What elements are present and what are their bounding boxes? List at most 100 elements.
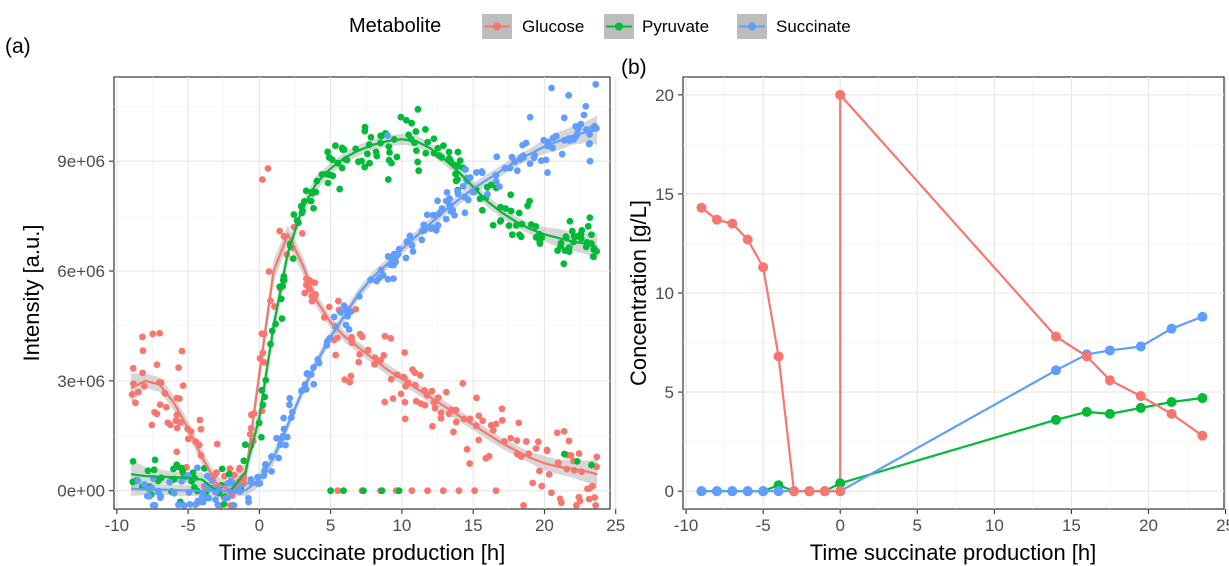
data-point-pyruvate: [340, 146, 348, 153]
data-point-glucose: [452, 418, 460, 426]
data-point-glucose: [148, 421, 156, 429]
data-point-succinate: [544, 169, 551, 176]
data-point-succinate: [390, 275, 397, 283]
data-point-pyruvate: [302, 187, 310, 195]
data-point-succinate: [582, 102, 590, 110]
data-point-glucose: [260, 359, 268, 366]
data-point-pyruvate: [150, 466, 158, 474]
data-point-succinate: [429, 211, 437, 219]
data-point-succinate: [376, 274, 383, 282]
data-point-glucose: [341, 376, 349, 384]
data-point-glucose: [593, 453, 601, 461]
x-tick-label: 15: [1062, 516, 1081, 535]
data-point-glucose: [408, 487, 416, 495]
data-point-glucose: [529, 479, 537, 487]
data-point-glucose: [696, 202, 707, 213]
data-point-pyruvate: [456, 157, 464, 164]
data-point-pyruvate: [241, 441, 249, 449]
data-point-pyruvate: [240, 457, 248, 465]
data-point-pyruvate: [1135, 402, 1146, 413]
data-point-succinate: [286, 394, 294, 402]
data-point-glucose: [819, 486, 830, 497]
data-point-glucose: [520, 501, 527, 509]
data-point-succinate: [540, 136, 548, 144]
data-point-glucose: [381, 332, 389, 340]
data-point-glucose: [334, 297, 342, 305]
y-axis-title: Intensity [a.u.]: [19, 225, 44, 362]
x-tick-label: 0: [835, 516, 844, 535]
data-point-glucose: [276, 227, 284, 235]
y-tick-label: 0: [665, 482, 674, 501]
data-point-succinate: [275, 454, 282, 462]
data-point-succinate: [402, 254, 410, 262]
data-point-glucose: [463, 445, 471, 453]
data-point-pyruvate: [340, 487, 347, 495]
data-point-succinate: [408, 241, 416, 249]
data-point-glucose: [515, 419, 523, 427]
data-point-glucose: [536, 467, 543, 475]
data-point-succinate: [513, 167, 521, 175]
data-point-glucose: [424, 487, 431, 495]
data-point-succinate: [526, 160, 534, 167]
data-point-glucose: [178, 347, 186, 355]
data-point-glucose: [588, 482, 596, 490]
x-tick-label: 5: [326, 516, 335, 535]
data-point-succinate: [203, 472, 211, 480]
x-tick-label: -5: [756, 516, 771, 535]
data-point-glucose: [498, 416, 506, 424]
data-point-pyruvate: [507, 207, 515, 215]
data-point-succinate: [586, 157, 594, 165]
data-point-glucose: [487, 421, 495, 429]
legend-key-marker: [493, 22, 501, 31]
data-point-glucose: [507, 434, 515, 442]
x-tick-label: 10: [392, 516, 411, 535]
data-point-pyruvate: [415, 167, 423, 175]
data-point-succinate: [519, 141, 527, 149]
data-point-pyruvate: [434, 144, 442, 152]
data-point-pyruvate: [586, 214, 594, 222]
data-point-succinate: [1104, 345, 1115, 356]
data-point-succinate: [580, 111, 588, 119]
panel-tag-b: (b): [621, 56, 647, 79]
data-point-succinate: [565, 91, 573, 99]
data-point-glucose: [153, 361, 161, 369]
data-point-pyruvate: [412, 128, 420, 135]
data-point-succinate: [585, 140, 593, 148]
data-point-glucose: [389, 395, 397, 402]
data-point-glucose: [397, 390, 405, 398]
data-point-glucose: [173, 448, 181, 456]
data-point-glucose: [788, 486, 799, 497]
data-point-pyruvate: [366, 159, 373, 167]
data-point-glucose: [213, 440, 221, 448]
data-point-glucose: [302, 281, 310, 289]
data-point-pyruvate: [515, 209, 523, 217]
data-point-succinate: [526, 113, 534, 121]
data-point-succinate: [199, 498, 207, 506]
x-tick-label: 20: [1139, 516, 1158, 535]
data-point-glucose: [835, 89, 846, 100]
y-tick-label: 9e+06: [57, 152, 105, 171]
data-point-glucose: [428, 387, 436, 395]
data-point-succinate: [549, 134, 557, 142]
data-point-glucose: [334, 487, 342, 495]
data-point-glucose: [347, 372, 355, 380]
data-point-succinate: [390, 261, 398, 269]
data-point-succinate: [175, 501, 182, 509]
data-point-glucose: [387, 375, 395, 383]
data-point-succinate: [337, 308, 344, 316]
data-point-succinate: [310, 380, 318, 388]
data-point-succinate: [146, 492, 153, 500]
data-point-succinate: [214, 501, 222, 509]
data-point-succinate: [461, 209, 469, 217]
x-tick-label: 0: [255, 516, 264, 535]
data-point-glucose: [325, 303, 333, 311]
data-point-glucose: [139, 369, 146, 377]
data-point-glucose: [129, 364, 137, 372]
data-point-glucose: [475, 412, 483, 420]
data-point-glucose: [585, 495, 593, 503]
smooth-line-glucose: [130, 231, 598, 492]
data-point-glucose: [545, 470, 553, 478]
x-tick-label: 10: [985, 516, 1004, 535]
data-point-glucose: [804, 486, 815, 497]
